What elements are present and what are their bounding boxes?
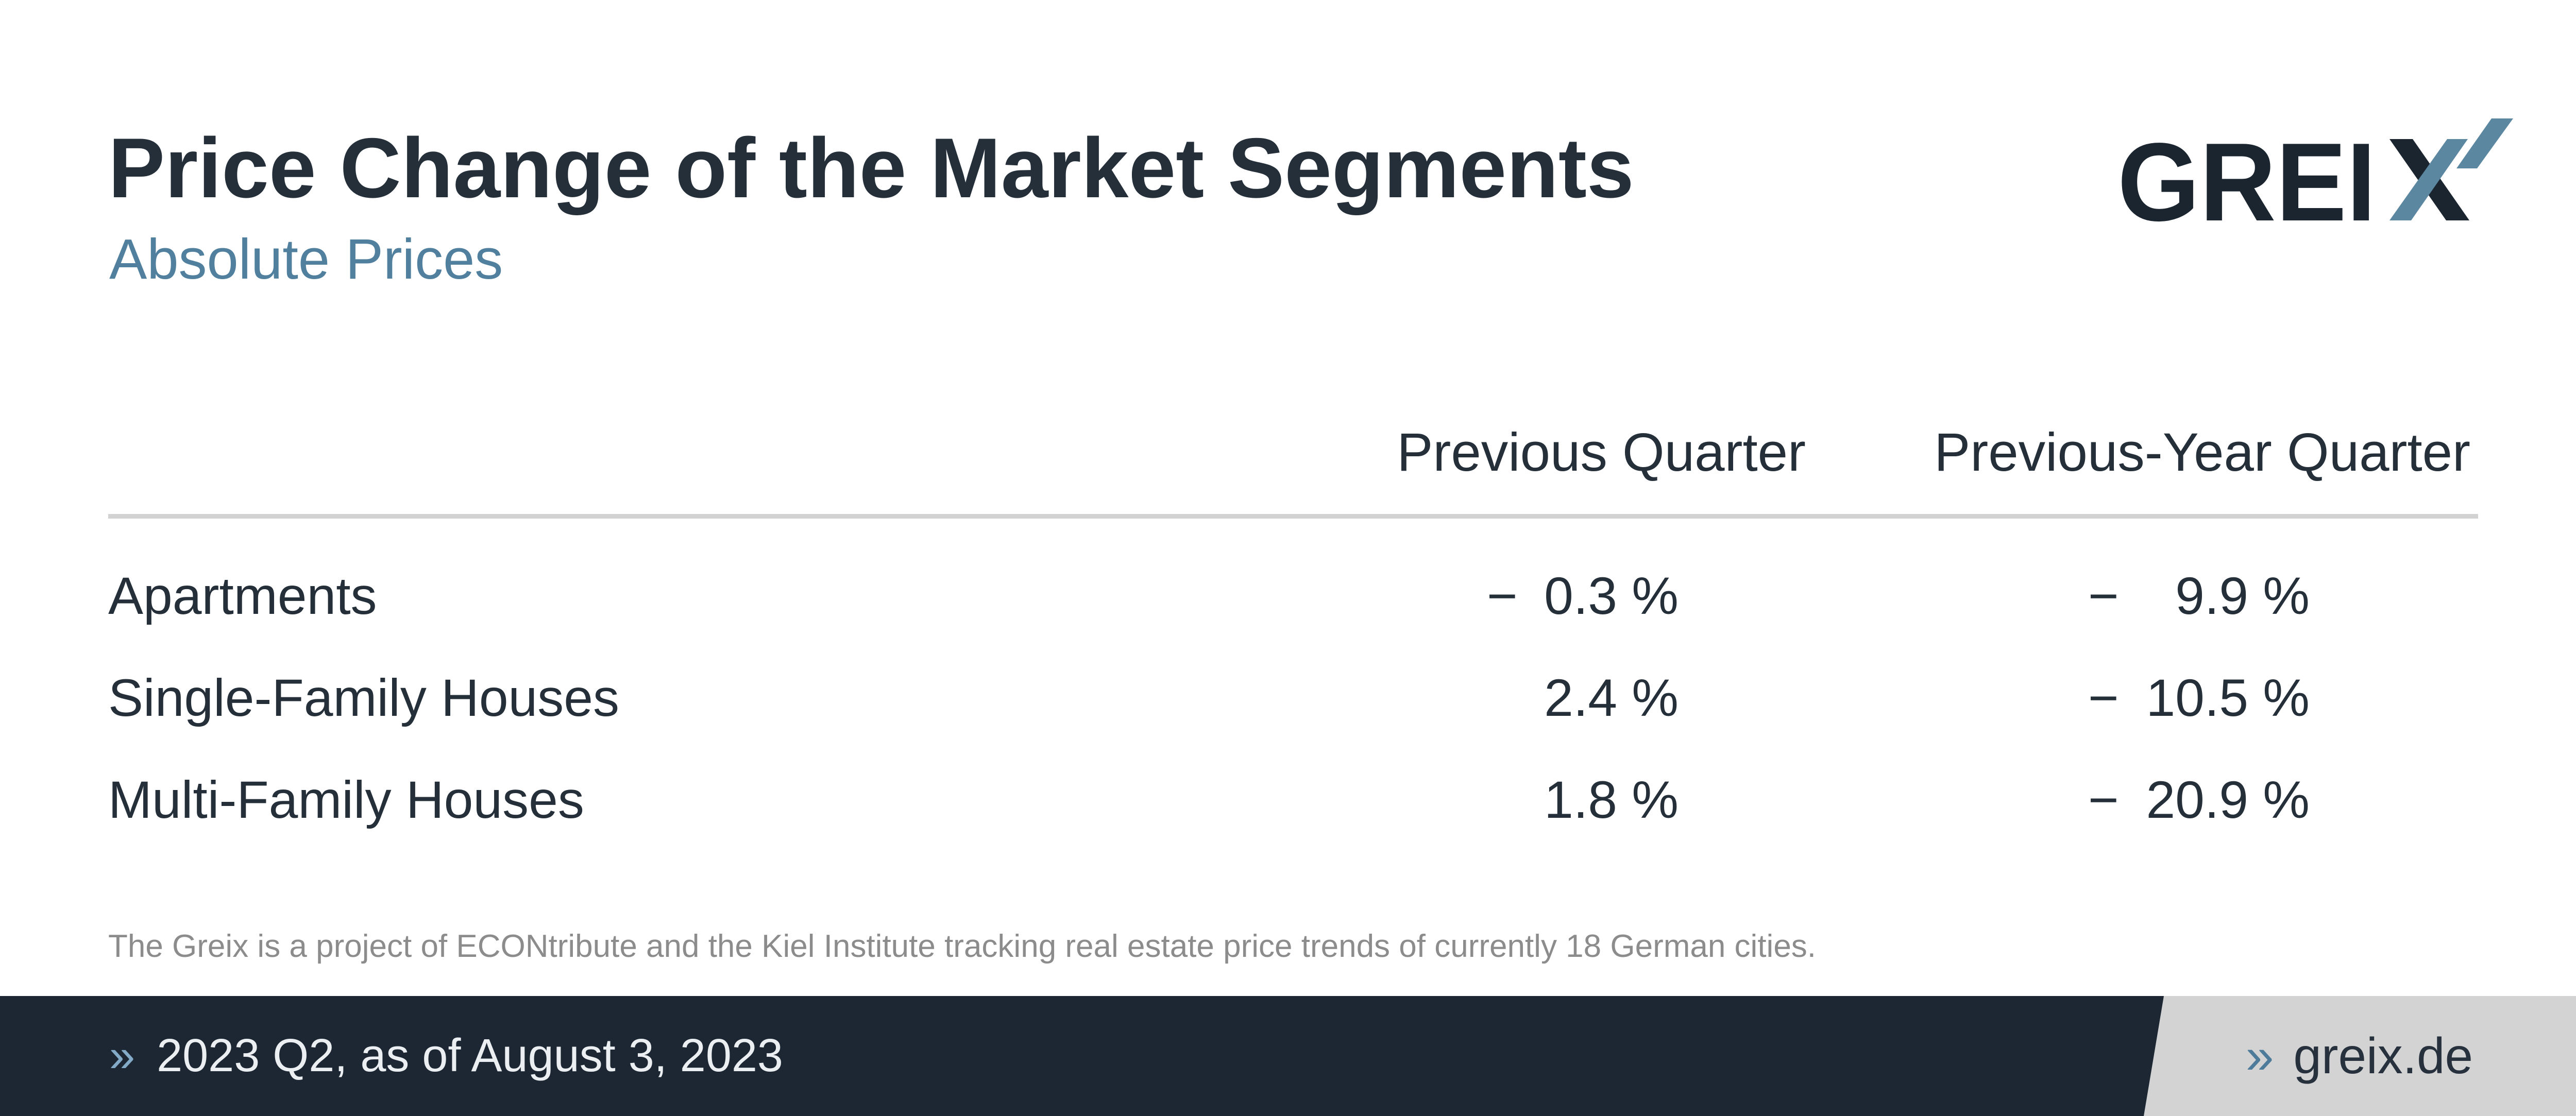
value: 0.3 % xyxy=(1544,566,1679,625)
website-link[interactable]: greix.de xyxy=(2293,1027,2473,1084)
chevron-right-icon: » xyxy=(2245,1027,2274,1084)
page-subtitle: Absolute Prices xyxy=(109,228,503,291)
page-title: Price Change of the Market Segments xyxy=(108,121,1634,215)
table-row: Multi-Family Houses 1.8 % − 20.9 % xyxy=(0,767,2576,832)
cell-previous-year-quarter: − 10.5 % xyxy=(2088,665,2310,730)
table-row: Single-Family Houses 2.4 % − 10.5 % xyxy=(0,665,2576,730)
value-sign: − xyxy=(2088,770,2119,829)
footer-date-text: 2023 Q2, as of August 3, 2023 xyxy=(157,1030,783,1081)
table-divider-line xyxy=(108,514,2478,519)
footer-bar: » 2023 Q2, as of August 3, 2023 xyxy=(0,996,2576,1116)
cell-previous-quarter: 2.4 % xyxy=(1487,665,1679,730)
row-label: Apartments xyxy=(108,566,377,625)
row-label: Multi-Family Houses xyxy=(108,770,584,829)
value-sign: − xyxy=(2088,566,2119,625)
cell-previous-quarter: 1.8 % xyxy=(1487,767,1679,832)
table-row: Apartments − 0.3 % − 9.9 % xyxy=(0,563,2576,628)
greix-logo-letters: GREI xyxy=(2117,119,2376,222)
value-sign: − xyxy=(1487,566,1518,625)
value: 2.4 % xyxy=(1544,668,1679,727)
cell-previous-quarter: − 0.3 % xyxy=(1487,563,1679,628)
column-header-previous-quarter: Previous Quarter xyxy=(1397,422,1806,483)
footer-date-info: » 2023 Q2, as of August 3, 2023 xyxy=(109,1029,783,1083)
row-label: Single-Family Houses xyxy=(108,668,620,727)
value: 20.9 % xyxy=(2146,770,2310,829)
value: 1.8 % xyxy=(1544,770,1679,829)
chevron-right-icon: » xyxy=(109,1030,135,1081)
value: 9.9 % xyxy=(2175,566,2310,625)
value: 10.5 % xyxy=(2146,668,2310,727)
logo-x-slash xyxy=(2389,139,2468,220)
value-sign: − xyxy=(2088,668,2119,727)
greix-logo: GREI xyxy=(2117,118,2513,222)
cell-previous-year-quarter: − 9.9 % xyxy=(2088,563,2310,628)
cell-previous-year-quarter: − 20.9 % xyxy=(2088,767,2310,832)
column-header-previous-year-quarter: Previous-Year Quarter xyxy=(1934,422,2470,483)
footer-site-panel: » greix.de xyxy=(2144,996,2576,1116)
logo-top-slash xyxy=(2456,118,2513,168)
source-footnote: The Greix is a project of ECONtribute an… xyxy=(108,929,1817,964)
